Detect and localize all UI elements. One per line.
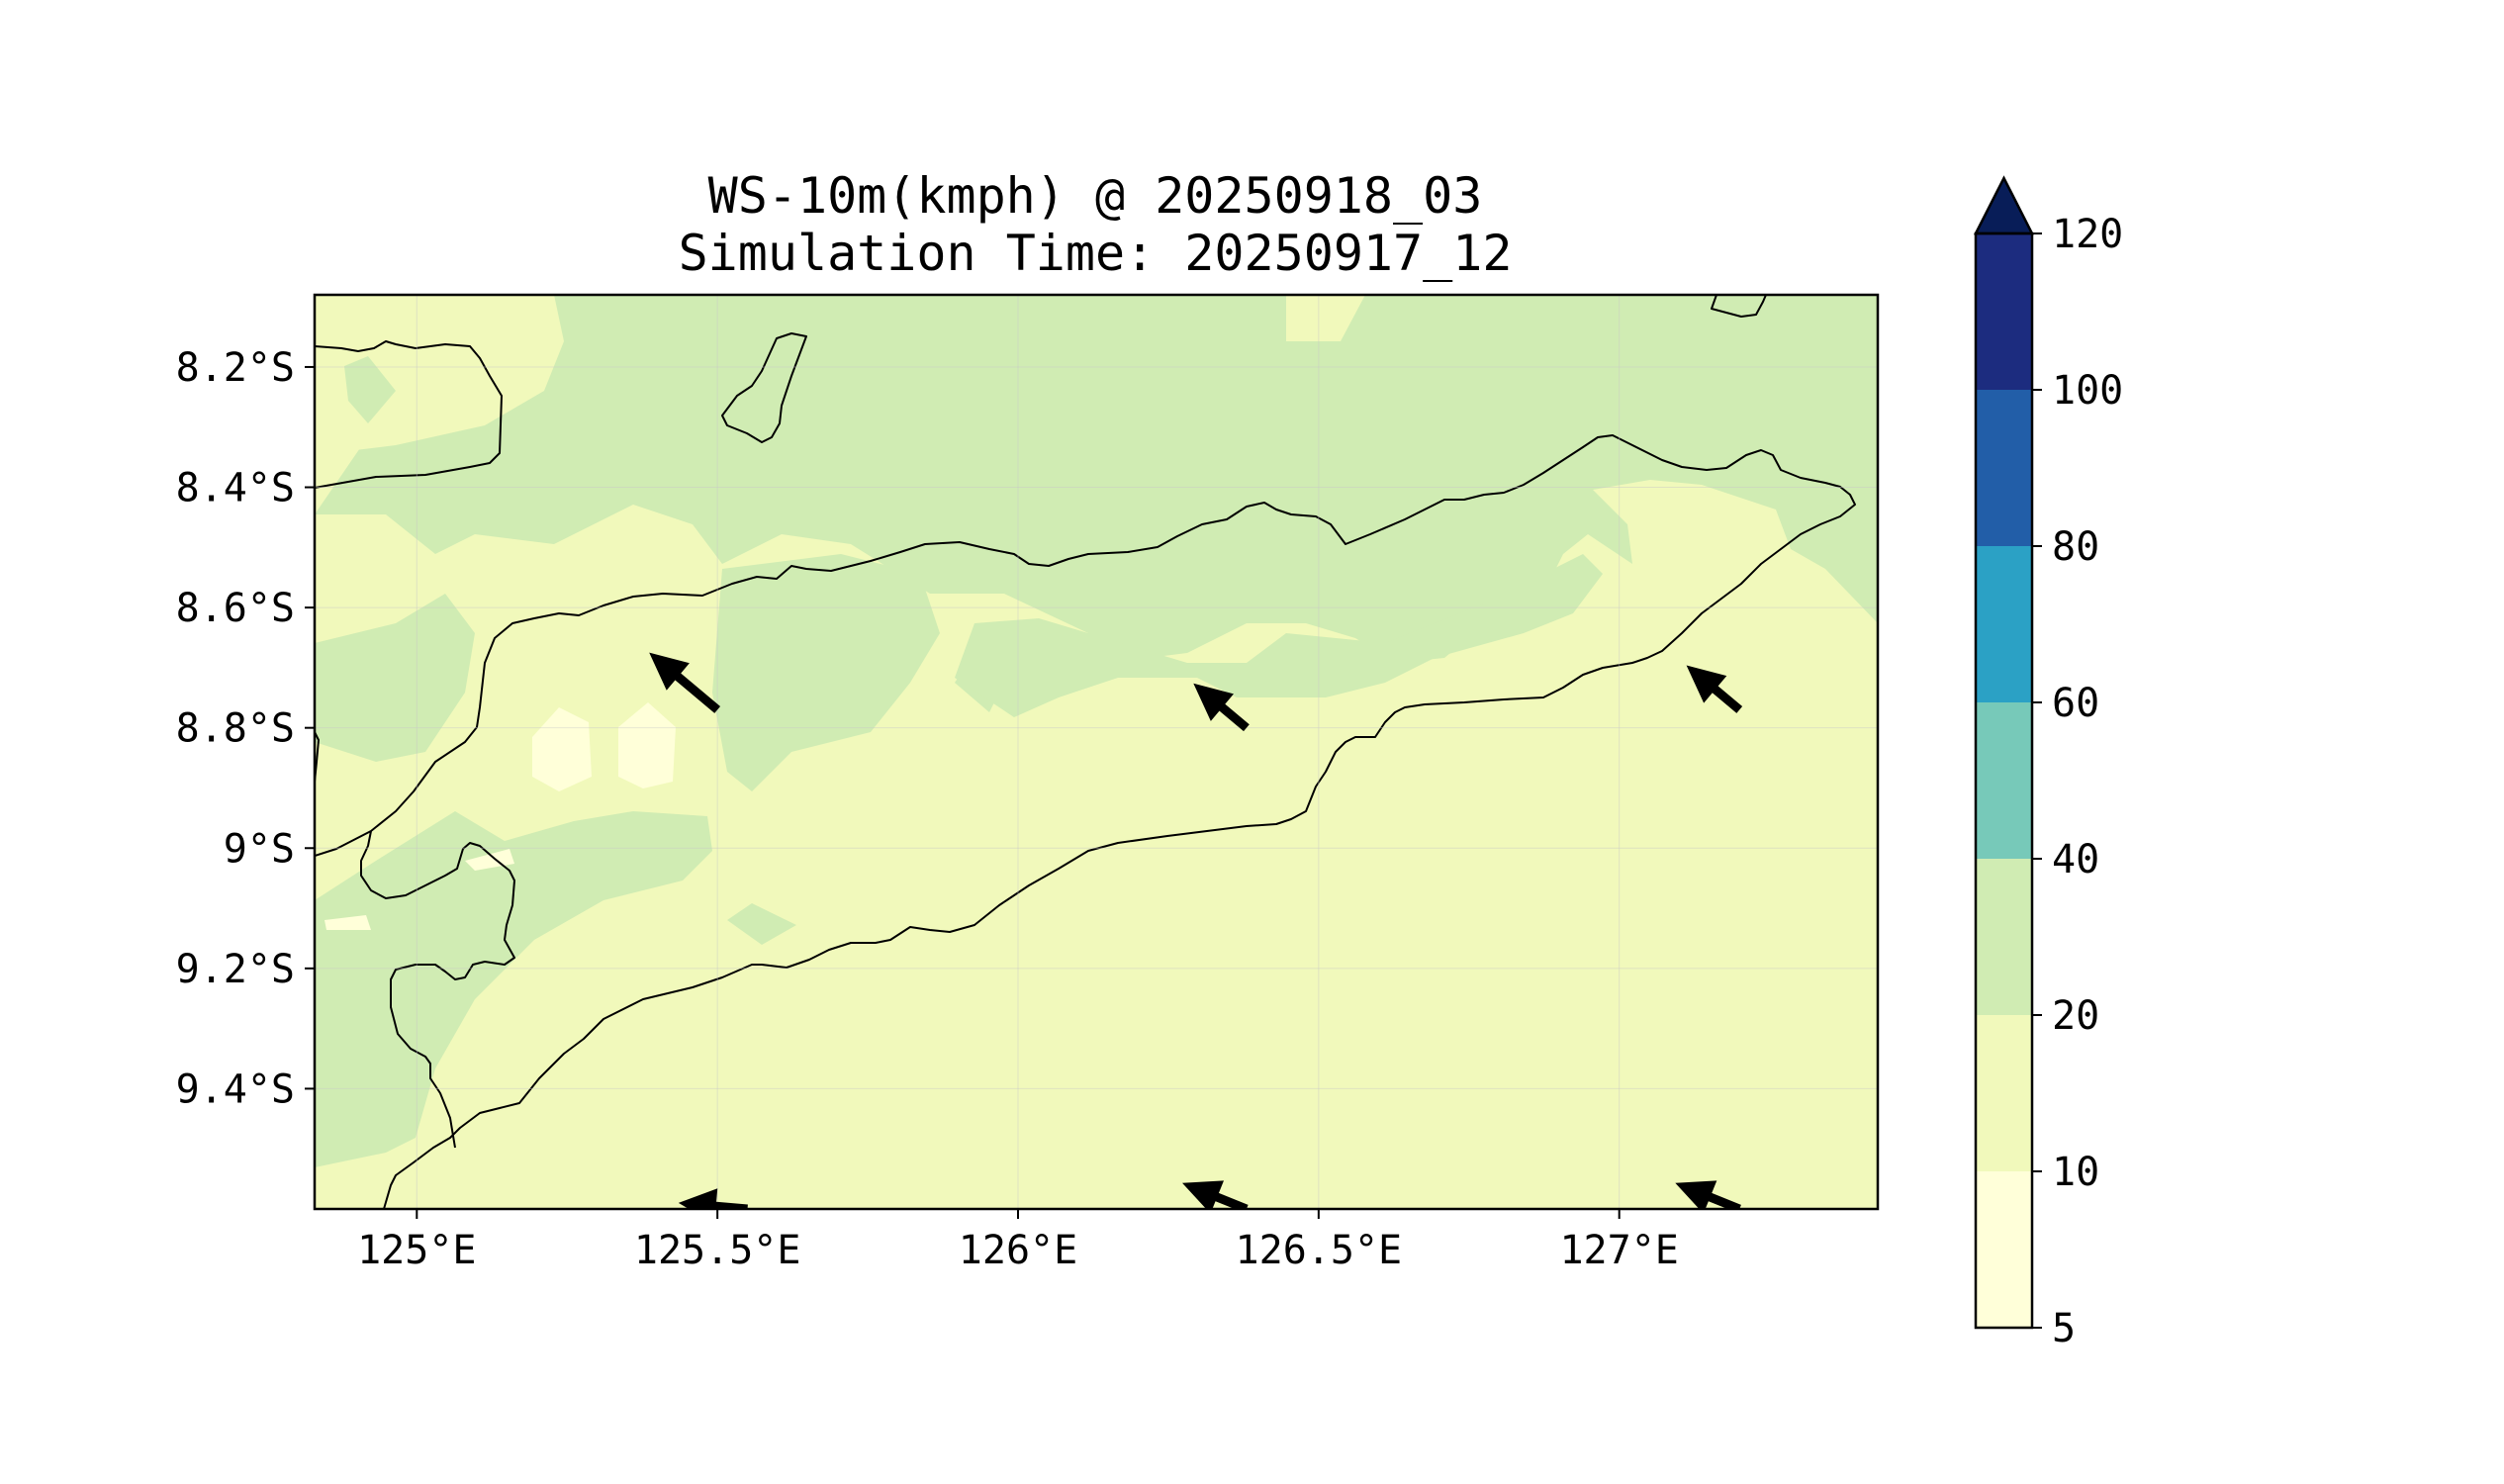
wind-vector-1 <box>1193 683 1250 732</box>
colorbar-label-1: 10 <box>2052 1150 2099 1195</box>
colorbar-segment-1 <box>1976 1015 2032 1171</box>
coastline-timor-main <box>315 434 1856 1209</box>
wind-speed-band-20-40-central <box>712 554 940 791</box>
colorbar-segment-2 <box>1976 859 2032 1015</box>
lat-tick-label-4: 9°S <box>224 826 295 872</box>
colorbar-label-2: 20 <box>2052 993 2099 1039</box>
wind-vector-head-2 <box>1686 665 1727 703</box>
wind-speed-band-20-40-islet-west <box>344 356 396 423</box>
wind-vector-head-4 <box>1182 1180 1224 1209</box>
lon-tick-label-4: 127°E <box>1559 1228 1678 1273</box>
wind-speed-band-20-40-south <box>315 811 712 1167</box>
map-subtitle: Simulation Time: 20250917_12 <box>679 225 1513 282</box>
wind-vector-head-3 <box>678 1188 718 1209</box>
wind-vector-4 <box>1182 1180 1249 1209</box>
coastline-timor-west <box>360 830 515 1149</box>
map-panel <box>315 295 1878 1209</box>
lon-tick-label-1: 125.5°E <box>634 1228 801 1273</box>
wind-vector-head-1 <box>1193 683 1234 721</box>
wind-vector-2 <box>1686 665 1743 713</box>
wind-vector-5 <box>1675 1180 1741 1209</box>
lat-tick-label-6: 9.4°S <box>176 1067 295 1112</box>
map-gridlines <box>315 295 1878 1209</box>
colorbar-label-6: 100 <box>2052 368 2123 414</box>
lat-tick-label-5: 9.2°S <box>176 947 295 992</box>
wind-vector-layer <box>649 652 1743 1209</box>
lat-tick-label-1: 8.4°S <box>176 466 295 511</box>
colorbar-segment-4 <box>1976 546 2032 702</box>
wind-speed-band-20-40-southwest <box>315 594 475 762</box>
map-frame <box>313 293 1880 1211</box>
colorbar-segment-6 <box>1976 233 2032 390</box>
wind-speed-band-5-10-patch-a <box>532 707 592 791</box>
coastline-atauro-island <box>721 332 807 443</box>
wind-vector-head-5 <box>1675 1180 1717 1209</box>
map-title: WS-10m(kmph) @ 20250918_03 <box>708 167 1483 225</box>
lon-tick-label-3: 126.5°E <box>1236 1228 1403 1273</box>
colorbar-frame <box>1974 232 2034 1330</box>
lon-tick-label-2: 126°E <box>959 1228 1077 1273</box>
colorbar-extend-arrow <box>1973 175 2035 235</box>
wind-speed-band-5-10-patch-b <box>618 702 676 788</box>
wind-vector-shaft-0 <box>667 667 721 713</box>
lat-tick-label-0: 8.2°S <box>176 345 295 391</box>
colorbar-label-0: 5 <box>2052 1306 2076 1351</box>
colorbar: 5 10 20 40 60 80 100 120 <box>1973 175 2123 1351</box>
coastline-small-island-ne <box>1711 295 1767 318</box>
colorbar-label-3: 40 <box>2052 837 2099 882</box>
coastline-timor-north <box>315 340 503 489</box>
wind-speed-band-5-10-patch-c <box>325 915 371 930</box>
wind-vector-head-0 <box>649 652 690 691</box>
colorbar-segment-0 <box>1976 1171 2032 1328</box>
wind-speed-band-20-40-east <box>955 554 1603 717</box>
colorbar-label-4: 60 <box>2052 681 2099 726</box>
colorbar-segment-3 <box>1976 702 2032 859</box>
colorbar-label-7: 120 <box>2052 212 2123 257</box>
lat-tick-label-3: 8.8°S <box>176 706 295 752</box>
wind-vector-0 <box>649 652 721 713</box>
longitude-axis: 125°E 125.5°E 126°E 126.5°E 127°E <box>357 1209 1679 1273</box>
colorbar-segment-5 <box>1976 390 2032 546</box>
wind-speed-band-20-40-patch-small <box>727 903 796 945</box>
lat-tick-label-2: 8.6°S <box>176 586 295 631</box>
latitude-axis: 8.2°S 8.4°S 8.6°S 8.8°S 9°S 9.2°S 9.4°S <box>176 345 315 1112</box>
colorbar-label-5: 80 <box>2052 524 2099 570</box>
lon-tick-label-0: 125°E <box>357 1228 476 1273</box>
